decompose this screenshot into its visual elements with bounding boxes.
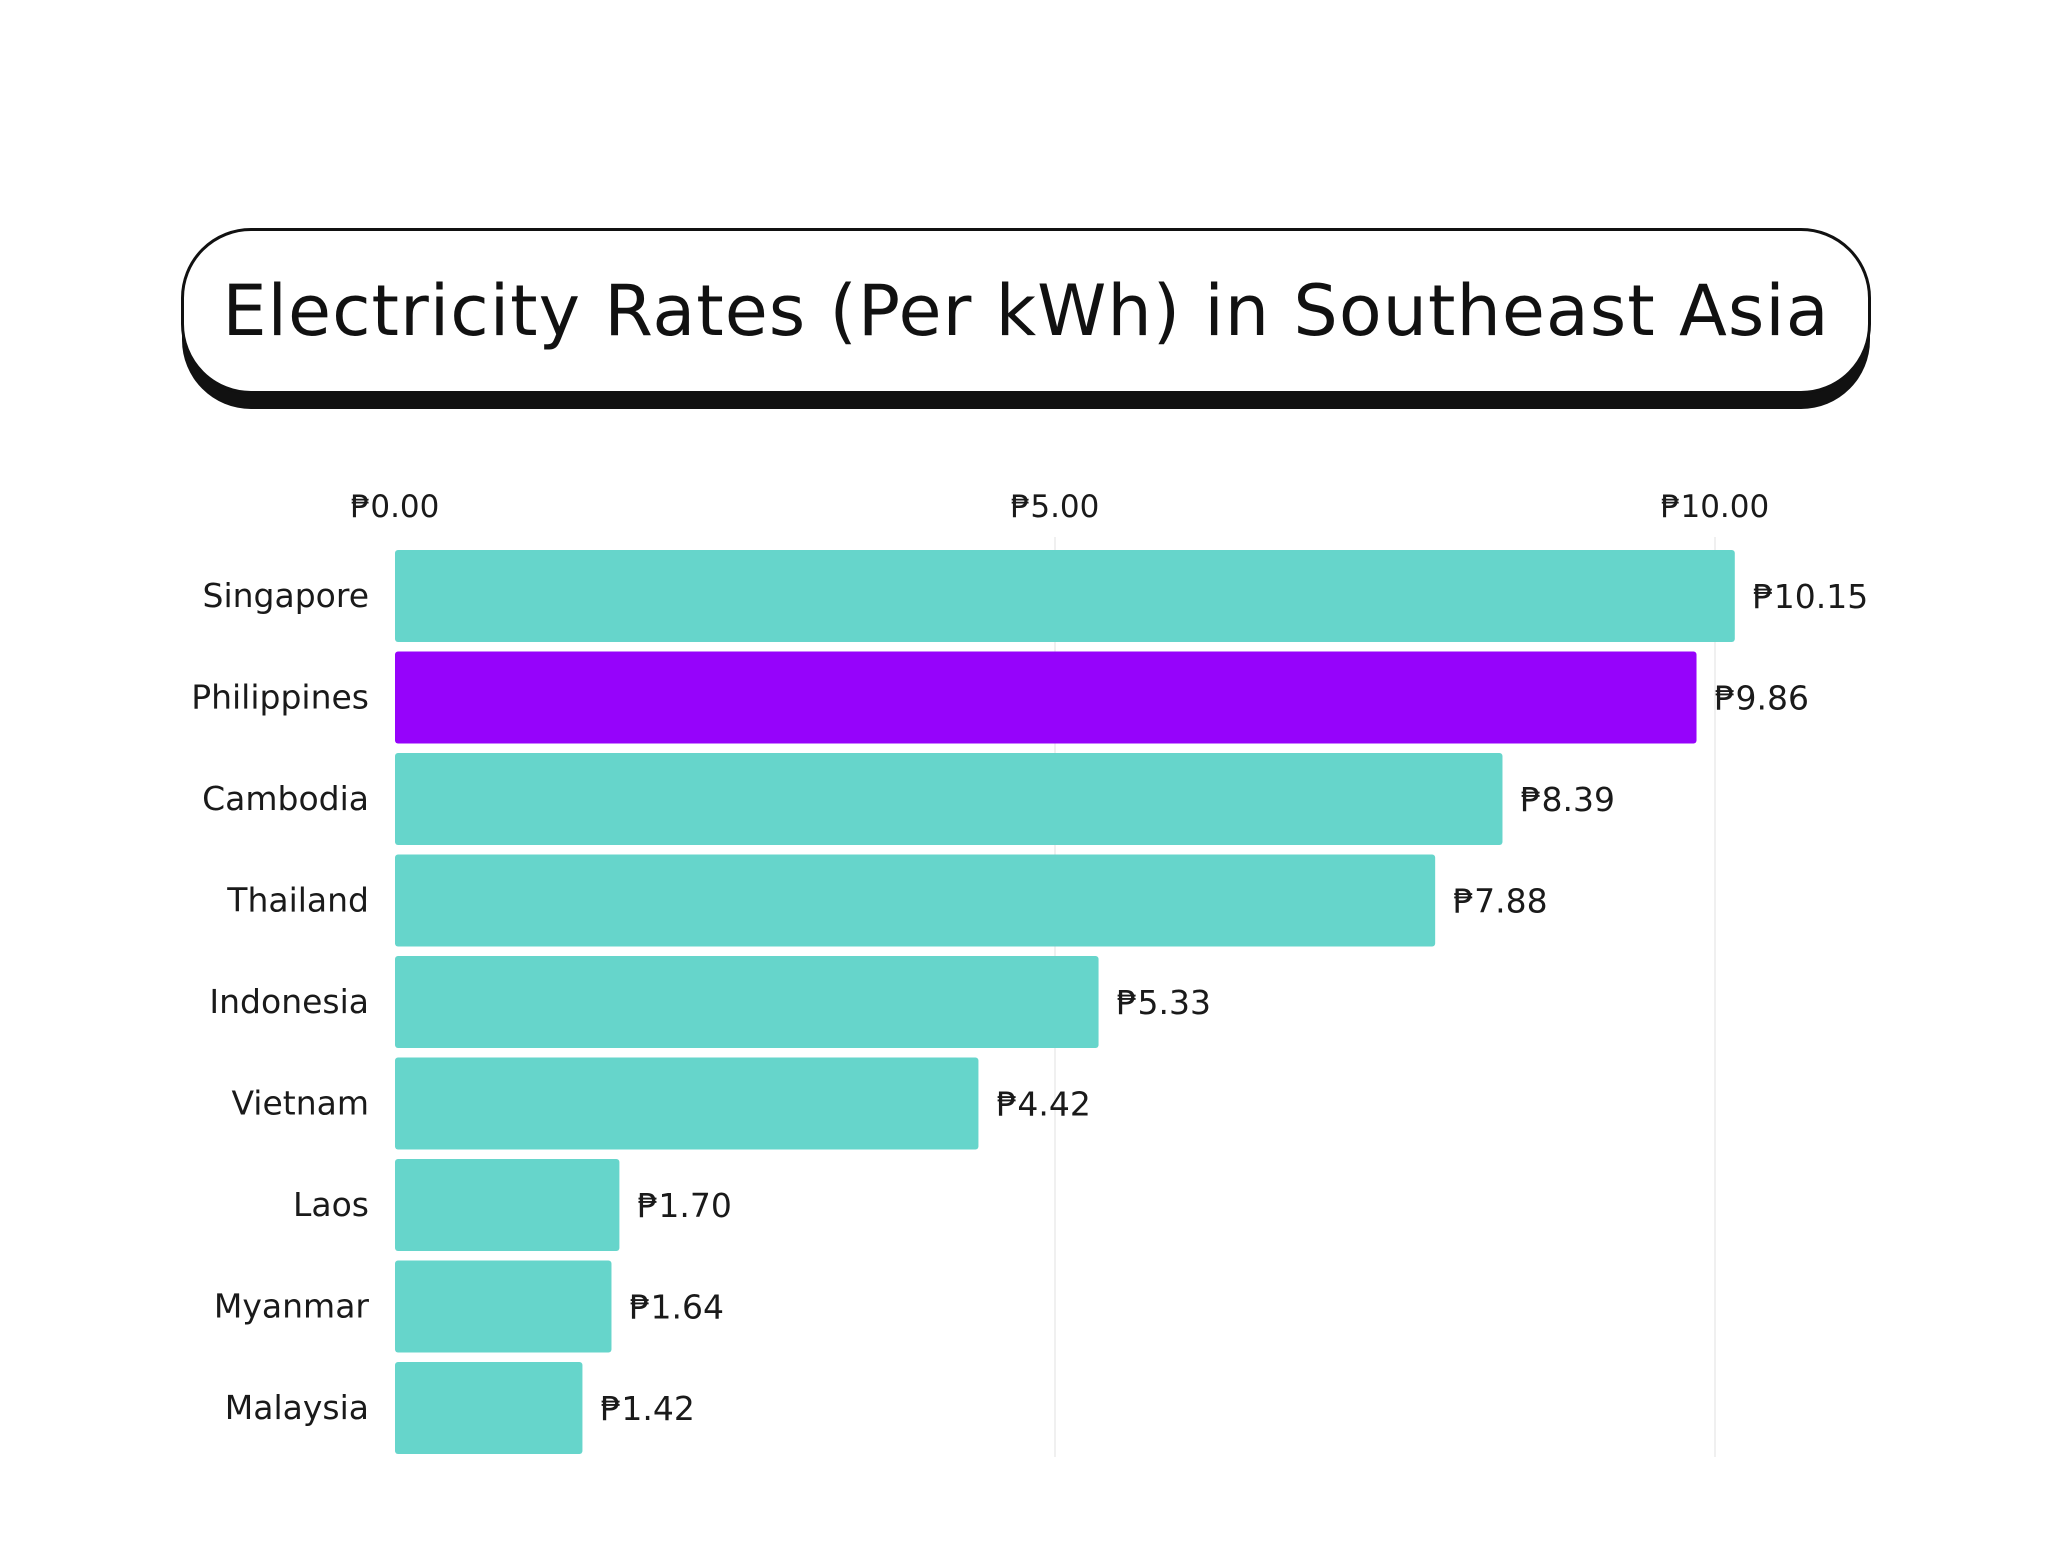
value-labels: ₱10.15 ₱9.86 ₱8.39 ₱7.88 ₱5.33 ₱4.42 ₱1.70 ₱1.6… [600,577,1868,1428]
category-label: Myanmar [214,1287,370,1326]
category-label: Malaysia [225,1388,369,1427]
bar-thailand [395,854,1436,947]
bars [395,550,1735,1454]
category-label: Singapore [203,576,369,615]
bar-vietnam [395,1057,979,1150]
bar-laos [395,1159,620,1251]
category-label: Cambodia [202,779,369,818]
category-label: Philippines [191,678,369,717]
bar-malaysia [395,1362,583,1454]
bar-indonesia [395,956,1099,1048]
chart-title: Electricity Rates (Per kWh) in Southeast… [222,270,1830,352]
x-tick-label: ₱5.00 [1011,489,1100,525]
data-label: ₱4.42 [996,1085,1090,1124]
data-label: ₱8.39 [1520,780,1614,819]
data-label: ₱9.86 [1715,679,1809,718]
data-label: ₱1.42 [600,1389,694,1428]
data-label: ₱1.64 [629,1288,723,1327]
data-label: ₱7.88 [1453,882,1547,921]
bar-singapore [395,550,1735,642]
category-label: Thailand [226,881,369,920]
data-label: ₱10.15 [1753,577,1868,616]
x-tick-label: ₱0.00 [351,489,440,525]
category-label: Vietnam [231,1084,369,1123]
bar-philippines [395,651,1697,744]
category-labels: Singapore Philippines Cambodia Thailand Indo… [191,576,369,1427]
bar-myanmar [395,1260,612,1353]
data-label: ₱5.33 [1117,983,1211,1022]
x-tick-label: ₱10.00 [1661,489,1769,525]
category-label: Laos [293,1185,369,1224]
bar-cambodia [395,753,1503,845]
category-label: Indonesia [209,982,369,1021]
x-axis-ticks: ₱0.00 ₱5.00 ₱10.00 [351,489,1770,525]
title-box: Electricity Rates (Per kWh) in Southeast… [181,228,1871,394]
data-label: ₱1.70 [637,1186,731,1225]
